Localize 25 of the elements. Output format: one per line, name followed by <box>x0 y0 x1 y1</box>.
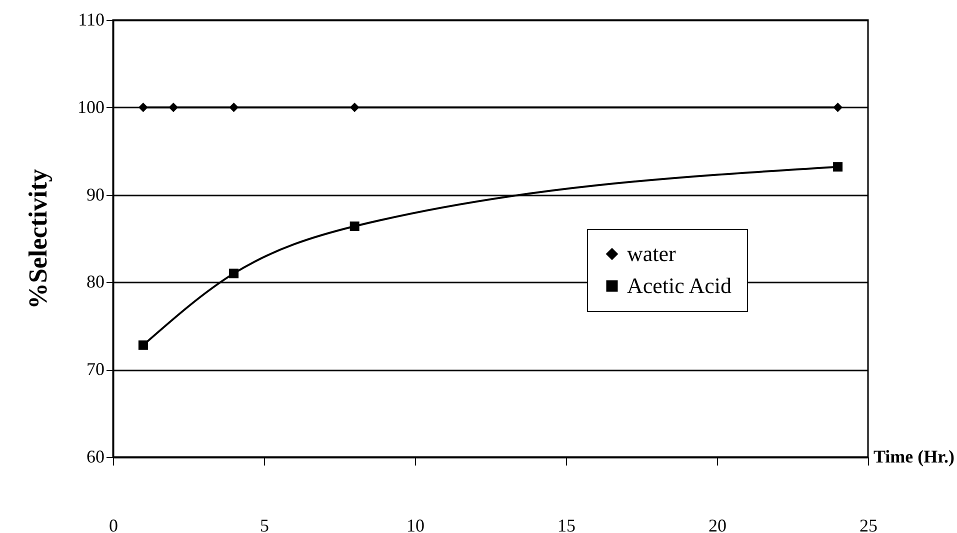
point <box>168 102 178 112</box>
point <box>833 102 843 112</box>
x-tick-label: 0 <box>109 516 118 533</box>
y-tick-label: 60 <box>86 446 104 466</box>
point <box>138 102 148 112</box>
y-tick-label: 80 <box>86 272 104 292</box>
point <box>229 268 239 278</box>
x-tick-label: 10 <box>406 516 424 533</box>
point <box>229 102 239 112</box>
y-axis-title: %Selectivity <box>24 168 52 310</box>
x-tick-label: 20 <box>708 516 726 533</box>
x-axis-title: Time (Hr.) <box>874 446 954 466</box>
y-tick-label: 70 <box>86 359 104 380</box>
x-tick-label: 15 <box>558 516 576 533</box>
y-tick-label: 90 <box>86 184 104 204</box>
legend-label: Acetic Acid <box>627 273 732 298</box>
point <box>833 162 843 172</box>
x-tick-label: 5 <box>260 516 269 533</box>
y-tick-label: 110 <box>78 10 104 30</box>
point <box>350 222 360 232</box>
y-tick-label: 100 <box>78 96 104 117</box>
x-tick-label: 25 <box>860 516 878 533</box>
legend-label: water <box>627 241 677 266</box>
point <box>138 340 148 350</box>
point <box>350 102 360 112</box>
